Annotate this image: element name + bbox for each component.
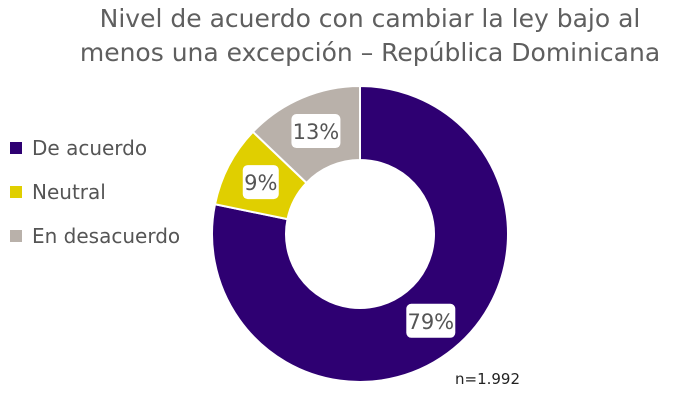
sample-size-note: n=1.992 bbox=[455, 370, 521, 388]
data-label: 9% bbox=[244, 171, 277, 195]
data-label-box bbox=[242, 165, 279, 200]
legend-label: En desacuerdo bbox=[32, 224, 181, 248]
legend-swatch bbox=[10, 186, 22, 198]
legend: De acuerdo Neutral En desacuerdo bbox=[10, 126, 180, 258]
data-label: 13% bbox=[293, 120, 340, 144]
legend-swatch bbox=[10, 142, 22, 154]
legend-swatch bbox=[10, 230, 22, 242]
data-label-box bbox=[406, 303, 456, 338]
legend-item: En desacuerdo bbox=[10, 214, 180, 258]
legend-item: Neutral bbox=[10, 170, 180, 214]
legend-item: De acuerdo bbox=[10, 126, 180, 170]
chart-title: Nivel de acuerdo con cambiar la ley bajo… bbox=[79, 4, 661, 67]
data-label-box bbox=[291, 114, 341, 149]
legend-label: De acuerdo bbox=[32, 136, 148, 160]
data-label: 79% bbox=[407, 310, 454, 334]
legend-label: Neutral bbox=[32, 180, 106, 204]
